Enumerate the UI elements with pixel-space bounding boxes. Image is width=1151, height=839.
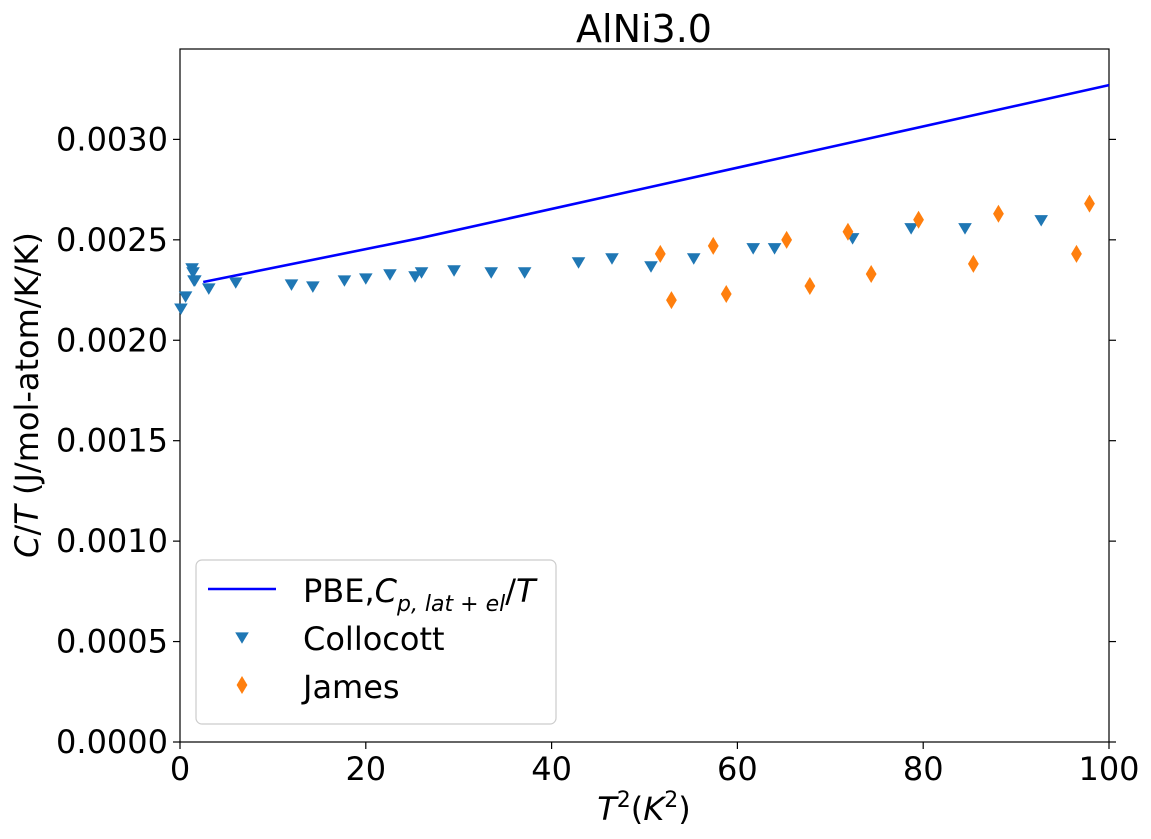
data-point: [178, 291, 193, 303]
y-tick-label: 0.0010: [56, 522, 168, 560]
data-point: [484, 267, 499, 279]
data-point: [767, 243, 782, 255]
legend-item: James: [236, 668, 400, 706]
y-tick-label: 0.0025: [56, 221, 168, 259]
series-pbe-cp-lat-el-t: [202, 83, 1110, 284]
legend-label: Collocott: [303, 620, 445, 658]
y-tick-label: 0.0000: [56, 723, 168, 761]
x-tick-label: 100: [1078, 750, 1139, 788]
data-point: [781, 230, 793, 249]
x-tick-label: 20: [345, 750, 386, 788]
data-point: [571, 257, 586, 269]
data-point: [967, 254, 979, 273]
y-tick-label: 0.0030: [56, 120, 168, 158]
legend-marker-swatch: [235, 632, 249, 644]
data-point: [904, 223, 918, 235]
data-point: [720, 285, 732, 304]
data-point: [186, 267, 200, 279]
legend-label: James: [301, 668, 400, 706]
series-james: [654, 194, 1095, 310]
x-tick-label: 40: [531, 750, 572, 788]
data-point: [1034, 215, 1048, 227]
data-point: [306, 281, 320, 293]
data-point: [958, 223, 972, 235]
data-point: [447, 265, 461, 277]
data-point: [1071, 244, 1082, 263]
x-tick-label: 0: [170, 750, 190, 788]
data-point: [746, 243, 760, 255]
x-tick-label: 80: [903, 750, 944, 788]
series-line: [202, 83, 1110, 284]
data-point: [359, 273, 373, 285]
data-point: [408, 271, 422, 283]
data-point: [865, 264, 877, 283]
data-point: [913, 210, 924, 229]
data-point: [804, 277, 816, 296]
legend-item: PBE,Cp, lat + el/T: [208, 572, 538, 617]
y-axis-label: C/T (J/mol-atom/K/K): [8, 232, 46, 558]
legend-marker-swatch: [236, 676, 248, 694]
y-tick-label: 0.0020: [56, 321, 168, 359]
data-point: [414, 267, 429, 279]
data-point: [383, 269, 397, 281]
data-point: [337, 275, 352, 287]
x-axis-label: T2(K2): [597, 788, 691, 828]
plot-area: 0 20 40 60 80 100 0.0000 0.0005 0.0010 0.0015 0.00…: [56, 48, 1140, 788]
data-point: [284, 279, 299, 291]
data-point: [517, 267, 532, 279]
data-point: [605, 253, 619, 265]
data-point: [228, 277, 243, 289]
data-point: [188, 275, 202, 287]
data-point: [1084, 194, 1095, 213]
legend-label: PBE,Cp, lat + el/T: [303, 572, 538, 617]
legend-item: Collocott: [235, 620, 445, 658]
data-point: [993, 204, 1004, 223]
legend-frame: [195, 559, 557, 725]
y-tick-label: 0.0005: [56, 623, 168, 661]
series-collocott: [174, 215, 1048, 315]
data-point: [707, 236, 719, 255]
data-point: [666, 291, 677, 310]
data-point: [644, 261, 658, 273]
y-tick-label: 0.0015: [56, 422, 168, 460]
data-point: [842, 222, 854, 241]
x-tick-label: 60: [717, 750, 758, 788]
data-point: [174, 303, 188, 315]
data-point: [201, 283, 216, 295]
data-point: [686, 253, 701, 265]
chart-title: AlNi3.0: [576, 7, 712, 51]
axes-frame: [179, 48, 1110, 743]
data-point: [654, 244, 666, 263]
